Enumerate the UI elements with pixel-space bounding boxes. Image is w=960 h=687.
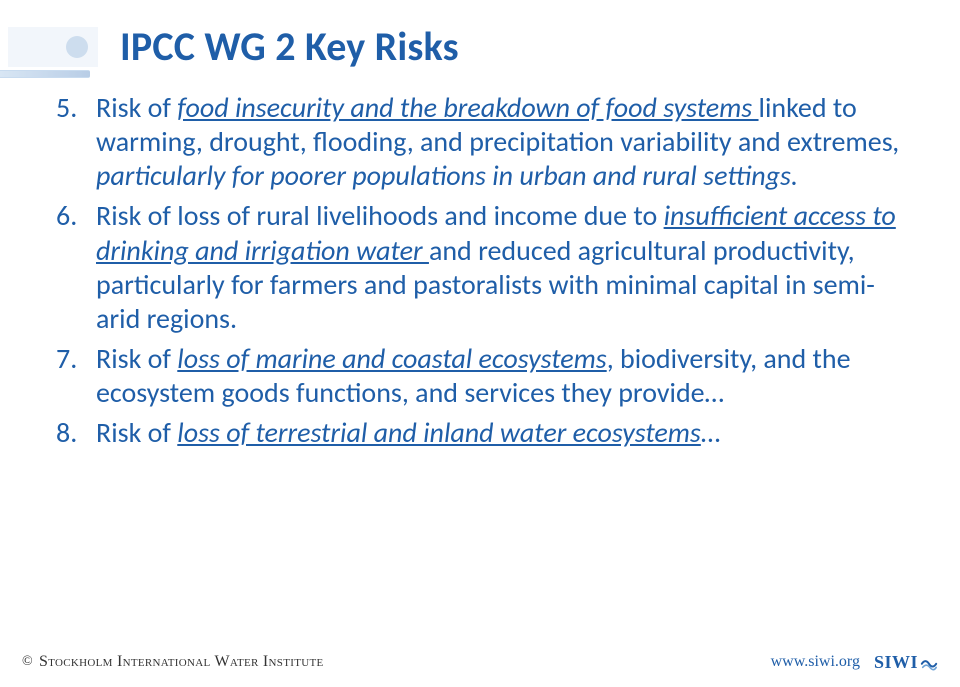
risk-item: 7.Risk of loss of marine and coastal eco… [56, 342, 912, 410]
text-run: … [701, 415, 720, 450]
risk-number: 6. [56, 199, 96, 336]
org-name: Stockholm International Water Institute [39, 653, 324, 671]
risk-text: Risk of loss of rural livelihoods and in… [96, 199, 912, 336]
text-run: Risk of [96, 341, 177, 376]
underlined-phrase: loss of marine and coastal ecosystems [177, 341, 606, 376]
risk-number: 7. [56, 342, 96, 410]
title-bullet-dot [66, 36, 88, 58]
siwi-logo-text: SIWI [874, 652, 918, 673]
risk-text: Risk of food insecurity and the breakdow… [96, 91, 912, 193]
text-run: Risk of loss of rural livelihoods and in… [96, 198, 664, 233]
title-row: IPCC WG 2 Key Risks [8, 22, 912, 71]
risk-item: 8.Risk of loss of terrestrial and inland… [56, 416, 912, 450]
text-run: Risk of [96, 415, 177, 450]
footer: © Stockholm International Water Institut… [0, 647, 960, 687]
accent-stripe [0, 70, 90, 78]
footer-right: www.siwi.org SIWI [771, 652, 938, 673]
title-bullet-band [8, 27, 98, 67]
text-run: Risk of [96, 90, 177, 125]
risk-number: 8. [56, 416, 96, 450]
risk-text: Risk of loss of marine and coastal ecosy… [96, 342, 912, 410]
footer-copyright: © Stockholm International Water Institut… [22, 653, 324, 671]
siwi-logo: SIWI [874, 652, 938, 673]
risk-item: 5.Risk of food insecurity and the breakd… [56, 91, 912, 193]
underlined-phrase: loss of terrestrial and inland water eco… [177, 415, 701, 450]
footer-url: www.siwi.org [771, 653, 860, 671]
slide-title: IPCC WG 2 Key Risks [120, 22, 459, 71]
risk-item: 6.Risk of loss of rural livelihoods and … [56, 199, 912, 336]
wave-icon [920, 653, 938, 671]
risk-list: 5.Risk of food insecurity and the breakd… [48, 91, 912, 451]
risk-number: 5. [56, 91, 96, 193]
copyright-symbol: © [22, 654, 33, 670]
risk-text: Risk of loss of terrestrial and inland w… [96, 416, 912, 450]
underlined-phrase: food insecurity and the breakdown of foo… [177, 90, 758, 125]
slide: IPCC WG 2 Key Risks 5.Risk of food insec… [0, 0, 960, 687]
